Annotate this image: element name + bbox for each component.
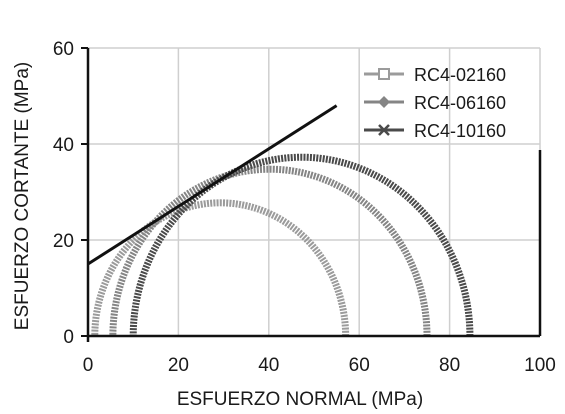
failure-envelope-layer (87, 104, 338, 266)
axes (81, 47, 542, 342)
legend-label-2: RC4-06160 (414, 93, 506, 113)
series-rc4-10160 (129, 153, 474, 337)
x-tick-label-80: 80 (439, 355, 460, 376)
y-tick-label-40: 40 (53, 135, 74, 156)
tick-labels: 0 20 40 60 80 100 0 20 40 60 (53, 39, 556, 376)
y-tick-label-0: 0 (63, 327, 74, 348)
y-tick-label-20: 20 (53, 231, 74, 252)
legend-marker-square (378, 68, 390, 80)
series-layer (91, 153, 474, 337)
failure-envelope-line (87, 104, 338, 266)
y-tick-label-60: 60 (53, 39, 74, 60)
x-tick-label-20: 20 (168, 355, 189, 376)
x-tick-label-0: 0 (83, 355, 94, 376)
x-axis-label: ESFUERZO NORMAL (MPa) (177, 389, 423, 410)
x-tick-label-40: 40 (258, 355, 279, 376)
x-tick-label-100: 100 (524, 355, 556, 376)
x-tick-label-60: 60 (349, 355, 370, 376)
legend-marker-x (378, 124, 390, 136)
legend-marker-diamond (378, 96, 390, 108)
legend-label-1: RC4-02160 (414, 65, 506, 85)
legend: RC4-02160 RC4-06160 RC4-10160 (364, 65, 506, 141)
series-rc4-02160 (91, 199, 350, 337)
grid-lines (88, 47, 541, 336)
legend-label-3: RC4-10160 (414, 121, 506, 141)
y-axis-label: ESFUERZO CORTANTE (MPa) (12, 62, 33, 330)
series-rc4-06160 (109, 165, 431, 337)
